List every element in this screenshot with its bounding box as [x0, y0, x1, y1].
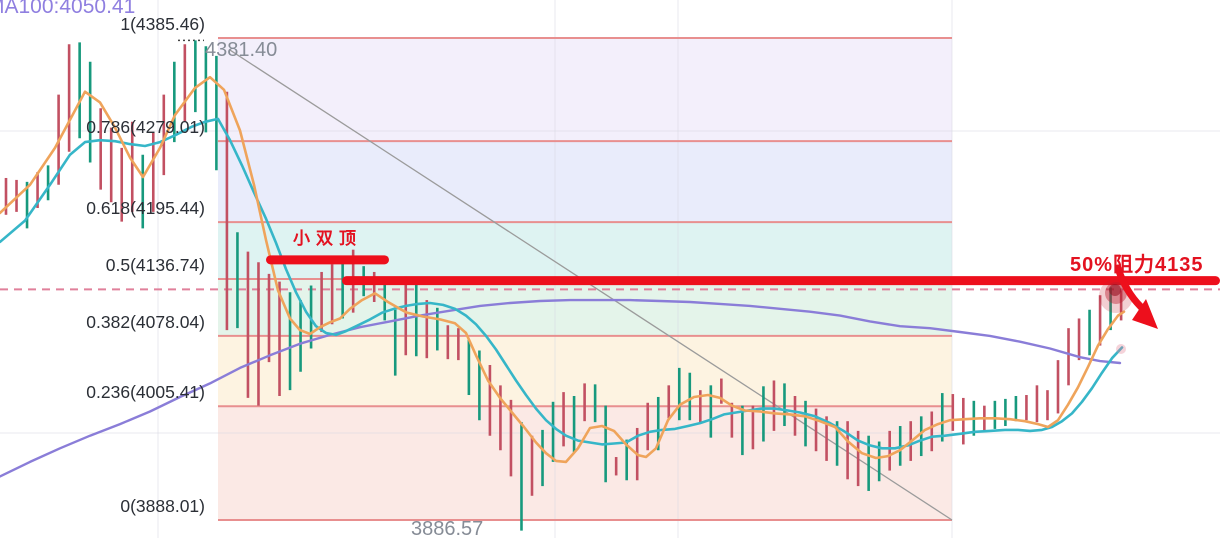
- double-top-annotation[interactable]: 小双顶: [293, 229, 362, 248]
- ma-mid-line[interactable]: [0, 117, 1124, 450]
- ma100-value-label: MA100:4050.41: [0, 0, 136, 18]
- resistance-annotation[interactable]: 50%阻力4135: [1070, 254, 1204, 276]
- resistance-bar[interactable]: [342, 276, 1220, 286]
- fib-band-0.618: [218, 222, 952, 279]
- double-top-bar[interactable]: [266, 255, 389, 265]
- fib-band-1: [218, 38, 952, 142]
- ma-fast-line[interactable]: [0, 75, 1126, 464]
- down-arrow-annotation[interactable]: [1114, 264, 1158, 329]
- fib-band-0.786: [218, 141, 952, 223]
- fib-band-0.5: [218, 278, 952, 336]
- swing-low-price-label: 3886.57: [411, 518, 484, 538]
- fib-band-0.236: [218, 406, 952, 520]
- ma-100-line[interactable]: [0, 298, 1122, 478]
- swing-high-price-label: 4381.40: [205, 39, 278, 61]
